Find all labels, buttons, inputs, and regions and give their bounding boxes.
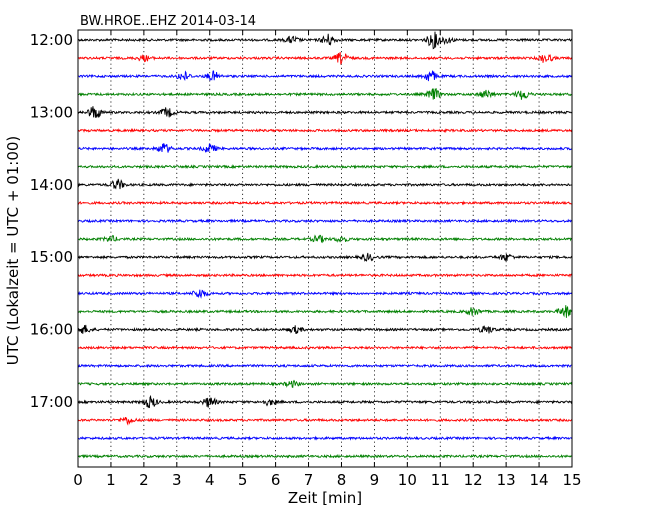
trace-1545 <box>77 305 573 318</box>
trace-1615 <box>77 345 573 351</box>
x-tick-label: 1 <box>106 471 116 489</box>
x-tick-label: 7 <box>304 471 314 489</box>
x-tick-label: 11 <box>431 471 450 489</box>
x-tick-label: 8 <box>337 471 347 489</box>
y-axis-title: UTC (Lokalzeit = UTC + 01:00) <box>4 136 22 366</box>
x-tick-label: 5 <box>238 471 248 489</box>
y-tick-label: 13:00 <box>30 103 73 121</box>
trace-1400 <box>77 178 572 190</box>
trace-1645 <box>77 379 573 389</box>
trace-1245 <box>77 88 573 100</box>
trace-1700 <box>77 394 573 409</box>
trace-1530 <box>77 289 573 299</box>
trace-1345 <box>77 164 573 170</box>
x-tick-label: 10 <box>398 471 417 489</box>
x-tick-label: 14 <box>530 471 549 489</box>
trace-1630 <box>77 363 572 369</box>
trace-1415 <box>77 200 572 206</box>
y-tick-label: 15:00 <box>30 248 73 266</box>
y-tick-label: 17:00 <box>30 393 73 411</box>
chart-title: BW.HROE..EHZ 2014-03-14 <box>80 14 256 29</box>
plot-frame <box>77 29 573 468</box>
x-tick-label: 2 <box>139 471 149 489</box>
trace-1600 <box>77 324 573 335</box>
trace-1300 <box>77 106 573 118</box>
trace-1230 <box>77 70 573 82</box>
x-axis-ticks: 0 1 2 3 4 5 6 7 8 9 10 11 12 13 14 15 <box>73 30 582 489</box>
x-tick-label: 3 <box>172 471 182 489</box>
y-tick-label: 16:00 <box>30 321 73 339</box>
y-axis-ticks: 12:00 13:00 14:00 15:00 16:00 17:00 <box>30 31 83 411</box>
x-tick-label: 6 <box>271 471 281 489</box>
trace-1445 <box>77 234 572 244</box>
x-tick-label: 13 <box>497 471 516 489</box>
trace-1515 <box>77 272 573 278</box>
trace-1500 <box>77 252 573 262</box>
trace-1330 <box>77 143 572 153</box>
y-tick-label: 12:00 <box>30 31 73 49</box>
grid-lines <box>110 30 540 467</box>
x-tick-label: 0 <box>73 471 83 489</box>
trace-1745 <box>77 453 572 459</box>
x-tick-label: 4 <box>205 471 215 489</box>
trace-1315 <box>77 127 573 134</box>
x-axis-title: Zeit [min] <box>288 489 362 507</box>
trace-1730 <box>77 435 573 441</box>
trace-1215 <box>77 52 573 66</box>
seismogram-traces <box>77 31 573 459</box>
x-tick-label: 9 <box>370 471 380 489</box>
y-tick-label: 14:00 <box>30 176 73 194</box>
x-tick-label: 12 <box>464 471 483 489</box>
trace-1200 <box>77 31 573 50</box>
trace-1430 <box>77 218 573 224</box>
trace-1715 <box>77 416 573 426</box>
x-tick-label: 15 <box>562 471 581 489</box>
